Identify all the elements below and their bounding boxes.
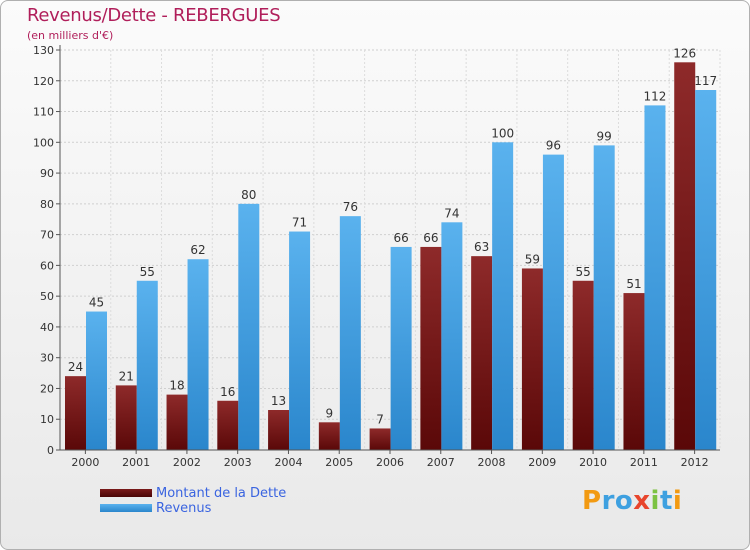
x-tick-label: 2012 bbox=[681, 456, 709, 469]
bar-dette bbox=[318, 422, 340, 450]
x-tick-label: 2009 bbox=[528, 456, 556, 469]
x-tick-label: 2005 bbox=[325, 456, 353, 469]
logo-letter: o bbox=[614, 486, 634, 516]
logo-letter: P bbox=[582, 486, 602, 516]
bar-dette bbox=[166, 394, 188, 450]
y-tick-label: 10 bbox=[40, 413, 54, 426]
bar-revenus bbox=[695, 90, 717, 450]
bar-revenus bbox=[644, 105, 666, 450]
y-tick-label: 90 bbox=[40, 167, 54, 180]
data-label-dette: 51 bbox=[626, 277, 641, 291]
data-label-revenus: 96 bbox=[546, 139, 561, 153]
data-label-revenus: 71 bbox=[292, 216, 307, 230]
x-tick-label: 2001 bbox=[122, 456, 150, 469]
bar-dette bbox=[115, 385, 137, 450]
x-tick-label: 2010 bbox=[579, 456, 607, 469]
bar-revenus bbox=[187, 259, 209, 450]
data-label-dette: 66 bbox=[423, 231, 438, 245]
data-label-revenus: 117 bbox=[694, 74, 717, 88]
data-label-revenus: 100 bbox=[491, 126, 514, 140]
data-label-dette: 63 bbox=[474, 240, 489, 254]
data-label-revenus: 55 bbox=[140, 265, 155, 279]
legend-label-revenus: Revenus bbox=[156, 501, 212, 516]
x-tick-label: 2000 bbox=[71, 456, 99, 469]
legend-swatch-dette bbox=[100, 489, 152, 497]
bar-revenus bbox=[593, 145, 615, 450]
bar-dette bbox=[268, 410, 290, 450]
logo-letter: x bbox=[633, 486, 651, 516]
data-label-dette: 18 bbox=[169, 379, 184, 393]
chart-title: Revenus/Dette - REBERGUES bbox=[27, 5, 281, 26]
bar-dette bbox=[572, 280, 594, 450]
proxiti-logo: Proxiti bbox=[582, 486, 682, 516]
data-label-revenus: 112 bbox=[644, 89, 667, 103]
y-tick-label: 20 bbox=[40, 382, 54, 395]
bar-dette bbox=[623, 293, 645, 450]
y-tick-label: 120 bbox=[33, 75, 54, 88]
bar-revenus bbox=[289, 231, 311, 450]
y-tick-label: 60 bbox=[40, 259, 54, 272]
data-label-dette: 126 bbox=[673, 46, 696, 60]
data-label-revenus: 45 bbox=[89, 296, 104, 310]
y-tick-label: 50 bbox=[40, 290, 54, 303]
x-tick-label: 2011 bbox=[630, 456, 658, 469]
data-label-dette: 24 bbox=[68, 360, 83, 374]
bar-revenus bbox=[492, 142, 514, 451]
data-label-revenus: 76 bbox=[343, 200, 358, 214]
bar-revenus bbox=[441, 222, 463, 450]
data-label-dette: 9 bbox=[326, 406, 334, 420]
bar-dette bbox=[674, 62, 696, 451]
bar-revenus bbox=[542, 154, 564, 450]
logo-letter: t bbox=[659, 486, 673, 516]
bar-dette bbox=[65, 376, 86, 450]
data-label-dette: 7 bbox=[376, 412, 384, 426]
data-label-dette: 21 bbox=[119, 369, 134, 383]
y-tick-label: 30 bbox=[40, 352, 54, 365]
data-label-dette: 59 bbox=[525, 252, 540, 266]
bar-revenus bbox=[339, 216, 361, 450]
x-tick-label: 2003 bbox=[224, 456, 252, 469]
bar-dette bbox=[420, 246, 442, 450]
legend-swatch-revenus bbox=[100, 504, 152, 512]
data-label-revenus: 62 bbox=[190, 243, 205, 257]
y-tick-label: 80 bbox=[40, 198, 54, 211]
bar-dette bbox=[217, 400, 239, 450]
data-label-revenus: 99 bbox=[597, 129, 612, 143]
y-tick-label: 110 bbox=[33, 106, 54, 119]
logo-letter: i bbox=[672, 486, 683, 516]
logo-letter: r bbox=[601, 486, 615, 516]
bar-dette bbox=[521, 268, 543, 450]
x-tick-label: 2006 bbox=[376, 456, 404, 469]
bar-revenus bbox=[136, 280, 158, 450]
data-label-revenus: 66 bbox=[393, 231, 408, 245]
bar-revenus bbox=[238, 203, 260, 450]
x-tick-label: 2004 bbox=[274, 456, 302, 469]
y-tick-label: 130 bbox=[33, 44, 54, 57]
data-label-revenus: 80 bbox=[241, 188, 256, 202]
data-label-dette: 55 bbox=[576, 265, 591, 279]
y-tick-label: 100 bbox=[33, 136, 54, 149]
data-label-revenus: 74 bbox=[444, 206, 459, 220]
x-tick-label: 2007 bbox=[427, 456, 455, 469]
bar-revenus bbox=[86, 311, 107, 450]
legend-label-dette: Montant de la Dette bbox=[156, 486, 287, 501]
x-tick-label: 2002 bbox=[173, 456, 201, 469]
logo-letter: i bbox=[650, 486, 660, 516]
y-tick-label: 40 bbox=[40, 321, 54, 334]
data-label-dette: 16 bbox=[220, 385, 235, 399]
x-tick-label: 2008 bbox=[478, 456, 506, 469]
bar-revenus bbox=[390, 246, 412, 450]
bar-dette bbox=[369, 428, 391, 450]
data-label-dette: 13 bbox=[271, 394, 286, 408]
y-tick-label: 0 bbox=[47, 444, 54, 457]
y-tick-label: 70 bbox=[40, 229, 54, 242]
bar-dette bbox=[471, 256, 493, 450]
chart-subtitle: (en milliers d'€) bbox=[27, 29, 114, 42]
